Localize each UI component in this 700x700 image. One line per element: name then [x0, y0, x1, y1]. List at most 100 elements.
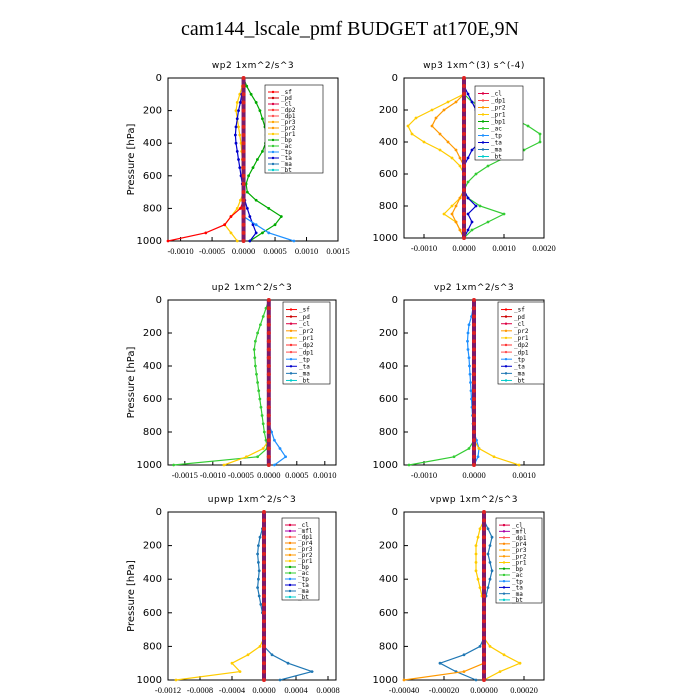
data-point [257, 569, 261, 573]
legend-marker [502, 592, 506, 595]
figure-title: cam144_lscale_pmf BUDGET at170E,9N [181, 18, 519, 40]
panel-title: wp3 1xm^(3) s^(-4) [423, 61, 525, 71]
data-point [466, 339, 469, 343]
y-tick-label: 1000 [137, 675, 162, 686]
x-tick-label: 0.0020 [532, 243, 555, 253]
data-point [256, 381, 259, 384]
x-tick-label: -0.0010 [200, 470, 226, 480]
legend-label: _ta [299, 363, 310, 370]
data-point [251, 166, 255, 170]
legend-label: _ac [512, 572, 523, 579]
data-point [251, 223, 255, 227]
data-point [482, 636, 486, 640]
data-point [474, 678, 478, 682]
legend: _sf_pd_cl_dp2_dp1_pr3_pr2_pr1_bp_ac_tp_t… [264, 84, 324, 174]
data-point [462, 76, 466, 80]
legend-marker [288, 523, 292, 527]
data-point [262, 610, 266, 615]
data-point [266, 430, 271, 434]
legend-label: _ta [298, 582, 309, 589]
data-point [474, 569, 478, 573]
data-point [482, 543, 486, 548]
data-point [474, 544, 478, 547]
data-point [174, 678, 178, 682]
data-point [241, 92, 246, 97]
data-point [262, 678, 266, 682]
x-tick-label: 0.0010 [512, 470, 535, 480]
legend-box [281, 517, 320, 601]
legend-label: _pr1 [298, 558, 313, 565]
data-point [482, 610, 486, 615]
y-tick-label: 0 [392, 507, 398, 518]
legend-label: _bt [299, 378, 310, 385]
legend-marker [504, 308, 508, 311]
data-point [482, 510, 486, 514]
data-point [253, 356, 257, 360]
y-tick-label: 600 [379, 394, 398, 405]
data-point [249, 92, 253, 96]
legend-marker [504, 343, 508, 347]
series-pr1 [175, 512, 265, 681]
legend-label: _tp [514, 356, 525, 363]
data-point [474, 204, 478, 208]
data-point [462, 116, 466, 120]
data-point [266, 372, 271, 377]
data-point [230, 661, 234, 665]
data-point [254, 101, 258, 104]
legend-marker [502, 523, 506, 527]
x-tick-label: 0.0000 [232, 246, 255, 256]
data-point [237, 158, 240, 161]
legend-label: _ta [491, 140, 502, 147]
data-point [406, 124, 410, 128]
x-tick-label: -0.0004 [219, 685, 246, 695]
data-point [538, 140, 542, 144]
x-tick-label: 0.0010 [295, 246, 318, 256]
data-point [450, 212, 454, 216]
legend-label: _bp [512, 566, 523, 573]
legend-label: _bt [491, 154, 502, 161]
data-point [458, 228, 462, 232]
data-point [462, 108, 466, 112]
y-tick-label: 0 [156, 507, 162, 518]
plot-frame [167, 77, 339, 242]
data-point [241, 198, 246, 203]
data-point [257, 577, 260, 581]
legend-marker [271, 108, 275, 112]
data-point [462, 236, 466, 240]
legend-marker [288, 583, 292, 587]
series-pr4 [403, 512, 485, 681]
legend-marker [502, 548, 506, 552]
data-point [490, 569, 494, 573]
legend-marker [271, 168, 275, 172]
panel-1: wp2 1xm^2/s^3 0 200 400 600 800 1000 Pressure [… [126, 61, 350, 256]
y-axis-label: Pressure [hPa] [126, 347, 137, 419]
data-point [482, 669, 486, 674]
legend-label: _pr1 [281, 131, 296, 138]
legend-label: _ac [491, 126, 502, 133]
data-point [259, 405, 263, 409]
data-point [266, 388, 271, 393]
data-point [430, 124, 434, 128]
legend-label: _tp [281, 149, 292, 156]
x-tick-label: -0.0012 [155, 685, 181, 695]
legend-marker [288, 571, 292, 575]
legend-marker [504, 350, 508, 354]
data-point [446, 100, 450, 104]
data-point [472, 438, 476, 443]
data-point [502, 653, 506, 657]
legend-marker [504, 322, 508, 325]
data-point [462, 228, 466, 232]
data-point [270, 653, 274, 657]
y-tick-label: 400 [379, 137, 398, 148]
data-point [482, 661, 486, 666]
y-tick-label: 800 [143, 203, 162, 214]
data-point [470, 228, 474, 232]
data-point [467, 356, 471, 360]
data-point [446, 140, 450, 144]
data-point [452, 455, 456, 459]
legend-label: _bt [514, 378, 525, 385]
data-point [284, 455, 287, 459]
legend-label: _dp1 [281, 113, 296, 120]
data-point [254, 198, 258, 202]
